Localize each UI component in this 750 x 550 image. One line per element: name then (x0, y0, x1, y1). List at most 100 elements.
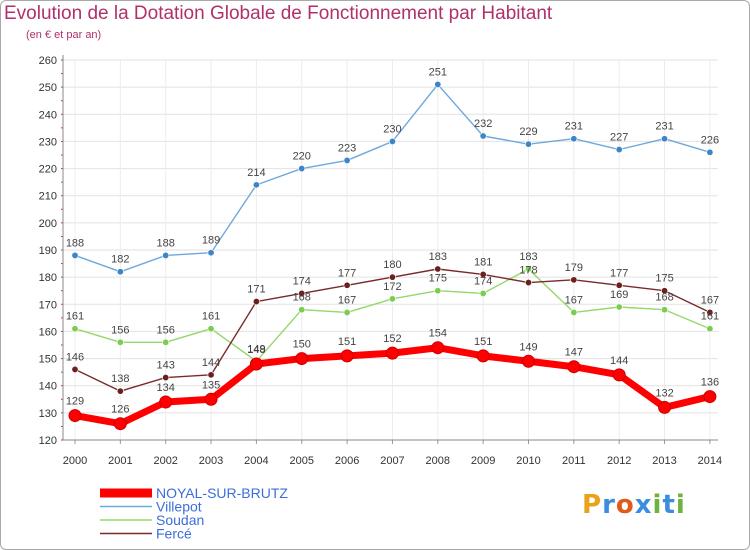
data-point (204, 392, 218, 406)
data-label: 161 (701, 311, 719, 323)
data-point (71, 251, 79, 259)
x-tick-label: 2007 (380, 455, 404, 467)
data-label: 175 (429, 273, 447, 285)
data-point (434, 287, 442, 295)
data-point (71, 325, 79, 333)
data-point (570, 308, 578, 316)
y-tick-label: 260 (39, 55, 57, 67)
data-point (207, 325, 215, 333)
data-label: 151 (474, 336, 492, 348)
data-point (388, 273, 396, 281)
x-tick-label: 2009 (471, 455, 495, 467)
data-label: 175 (655, 273, 673, 285)
y-tick-label: 140 (39, 381, 57, 393)
axis-layer: 120 130 140 150 160 170 180 190 200 210 220 230 240 2… (39, 55, 722, 467)
logo-letter: o (615, 490, 635, 520)
data-label: 251 (429, 66, 447, 78)
data-point (68, 409, 82, 423)
data-point (162, 338, 170, 346)
y-tick-label: 190 (39, 245, 57, 257)
data-label: 147 (565, 347, 583, 359)
data-label: 136 (701, 377, 719, 389)
legend-label: Villepot (156, 499, 202, 515)
data-point (524, 140, 532, 148)
data-point (431, 341, 445, 355)
data-label: 149 (247, 343, 265, 355)
logo-letter: i (675, 490, 686, 520)
x-tick-label: 2008 (426, 455, 450, 467)
data-label: 174 (293, 275, 311, 287)
legend-label: Soudan (156, 512, 204, 528)
series-layer (68, 80, 717, 431)
x-tick-label: 2011 (562, 455, 586, 467)
logo-letter: t (662, 490, 676, 520)
data-point (479, 132, 487, 140)
x-tick-label: 2005 (290, 455, 314, 467)
data-point (615, 146, 623, 154)
data-point (252, 181, 260, 189)
data-label: 220 (293, 151, 311, 163)
y-tick-label: 180 (39, 272, 57, 284)
data-point (113, 417, 127, 431)
data-point (706, 308, 714, 316)
data-point (524, 265, 532, 273)
x-tick-label: 2014 (698, 455, 722, 467)
x-tick-label: 2012 (607, 455, 631, 467)
data-label: 152 (383, 333, 401, 345)
data-label: 232 (474, 118, 492, 130)
data-point (159, 395, 173, 409)
data-point (570, 135, 578, 143)
data-label: 171 (247, 284, 265, 296)
x-tick-label: 2003 (199, 455, 223, 467)
data-label: 126 (111, 404, 129, 416)
data-point (612, 368, 626, 382)
data-label: 227 (610, 132, 628, 144)
chart-title: Evolution de la Dotation Globale de Fonc… (4, 3, 553, 24)
data-label: 177 (338, 267, 356, 279)
data-point (570, 276, 578, 284)
x-tick-label: 2006 (335, 455, 359, 467)
data-label: 183 (519, 251, 537, 263)
data-label: 189 (202, 235, 220, 247)
data-point (295, 352, 309, 366)
y-tick-label: 230 (39, 136, 57, 148)
data-label: 143 (157, 360, 175, 372)
data-label: 132 (655, 387, 673, 399)
data-label: 188 (66, 237, 84, 249)
data-point (476, 349, 490, 363)
data-point (116, 338, 124, 346)
data-point (298, 165, 306, 173)
logo-letter: x (634, 490, 653, 520)
data-point (116, 387, 124, 395)
data-point (162, 251, 170, 259)
data-point (706, 325, 714, 333)
data-label: 144 (202, 357, 220, 369)
y-tick-label: 220 (39, 164, 57, 176)
data-point (388, 137, 396, 145)
data-point (479, 270, 487, 278)
data-point (434, 80, 442, 88)
y-tick-label: 210 (39, 191, 57, 203)
data-label: 149 (519, 341, 537, 353)
label-layer: 188 182 188 189 214 220 223 230 251 232 229 231 227 2… (66, 66, 719, 415)
data-label: 161 (202, 311, 220, 323)
data-point (524, 279, 532, 287)
data-point (298, 289, 306, 297)
data-point (661, 306, 669, 314)
data-point (567, 360, 581, 374)
data-point (343, 281, 351, 289)
data-label: 188 (157, 237, 175, 249)
data-label: 174 (474, 275, 492, 287)
y-tick-label: 250 (39, 82, 57, 94)
data-point (661, 287, 669, 295)
data-point (340, 349, 354, 363)
data-point (615, 303, 623, 311)
y-tick-label: 120 (39, 435, 57, 447)
x-tick-label: 2010 (516, 455, 540, 467)
data-label: 183 (429, 251, 447, 263)
data-label: 154 (429, 328, 447, 340)
x-tick-label: 2002 (153, 455, 177, 467)
